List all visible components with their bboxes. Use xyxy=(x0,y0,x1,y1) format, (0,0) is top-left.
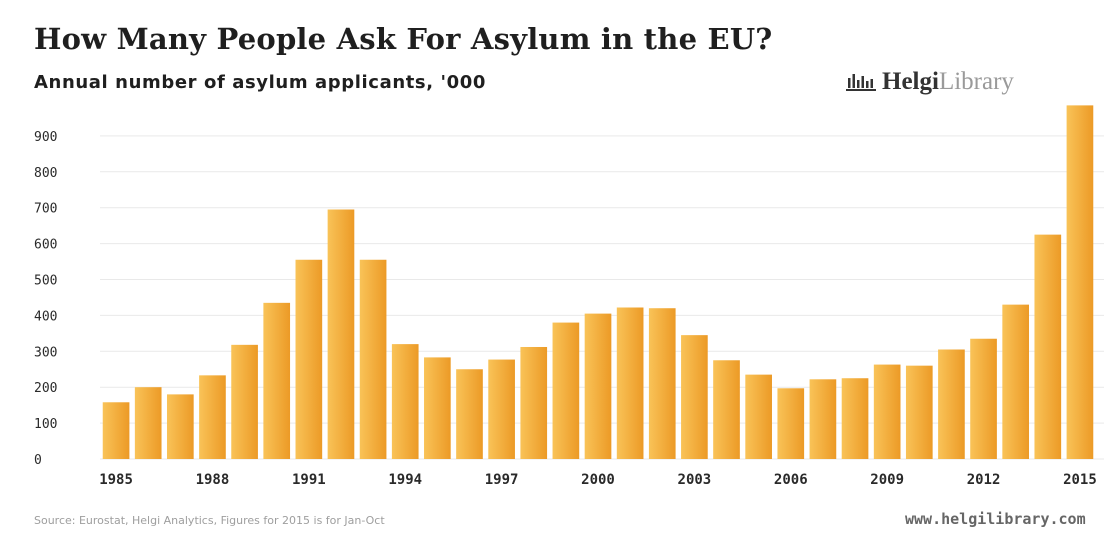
brand-logo: Helgi Library xyxy=(846,66,1014,98)
bar-2004 xyxy=(713,360,740,459)
bar-2005 xyxy=(745,374,772,459)
y-tick-label: 800 xyxy=(34,166,57,181)
brand-name-primary: Helgi xyxy=(882,68,939,95)
x-tick-label: 2015 xyxy=(1063,472,1097,488)
brand-name-secondary: Library xyxy=(938,68,1014,95)
x-tick-label: 1991 xyxy=(292,472,326,488)
bar-2012 xyxy=(970,338,997,459)
bar-2009 xyxy=(873,364,901,459)
bar-1988 xyxy=(199,375,226,459)
bar-2007 xyxy=(809,379,837,459)
source-note: Source: Eurostat, Helgi Analytics, Figur… xyxy=(34,514,385,527)
bar-2000 xyxy=(584,313,612,459)
bar-1995 xyxy=(424,357,451,459)
x-tick-label: 2012 xyxy=(967,472,1001,488)
bar-1996 xyxy=(456,369,483,459)
x-tick-label: 1988 xyxy=(196,472,230,488)
y-tick-label: 700 xyxy=(34,202,57,217)
cropped-caption-strip xyxy=(0,0,1118,22)
x-tick-label: 2009 xyxy=(870,472,904,488)
x-tick-label: 2003 xyxy=(678,472,712,488)
x-tick-label: 2000 xyxy=(581,472,615,488)
bar-2008 xyxy=(841,378,869,459)
x-tick-label: 1994 xyxy=(388,472,422,488)
bar-2011 xyxy=(938,349,965,459)
y-tick-label: 100 xyxy=(34,417,57,432)
bar-2006 xyxy=(777,388,805,459)
y-tick-label: 900 xyxy=(34,130,57,145)
bar-1994 xyxy=(391,344,419,459)
bar-2001 xyxy=(616,307,644,459)
bar-1991 xyxy=(295,259,323,459)
bar-1987 xyxy=(166,394,194,459)
bars xyxy=(102,105,1094,460)
bar-2014 xyxy=(1034,234,1062,460)
bar-2002 xyxy=(648,308,676,459)
x-tick-label: 2006 xyxy=(774,472,808,488)
bar-1993 xyxy=(359,259,387,459)
x-tick-label: 1985 xyxy=(99,472,133,488)
website-link[interactable]: www.helgilibrary.com xyxy=(905,510,1086,528)
chart-title: How Many People Ask For Asylum in the EU… xyxy=(34,22,773,56)
x-tick-label: 1997 xyxy=(485,472,519,488)
bar-1999 xyxy=(552,322,580,459)
bar-2015 xyxy=(1066,105,1094,459)
bar-2010 xyxy=(905,365,933,459)
y-tick-label: 500 xyxy=(34,274,57,289)
y-tick-label: 400 xyxy=(34,309,57,324)
bar-1997 xyxy=(488,359,515,459)
bar-1992 xyxy=(327,209,355,459)
y-tick-label: 200 xyxy=(34,381,57,396)
bar-1989 xyxy=(231,344,258,459)
y-tick-label: 600 xyxy=(34,238,57,253)
y-axis-ticks: 0 100 200 300 400 500 600 700 800 900 xyxy=(34,130,57,468)
bar-2013 xyxy=(1002,304,1030,459)
bar-1986 xyxy=(134,387,162,459)
chart-subtitle: Annual number of asylum applicants, '000 xyxy=(34,72,487,93)
bar-1985 xyxy=(102,402,130,459)
x-axis-ticks: 1985 1988 1991 1994 1997 2000 2003 2006 2009 2012… xyxy=(99,472,1097,488)
bar-1998 xyxy=(520,346,548,459)
library-logo-icon xyxy=(846,74,876,91)
bar-2003 xyxy=(681,335,708,459)
bar-1990 xyxy=(263,302,291,459)
y-tick-label: 0 xyxy=(34,453,42,468)
y-tick-label: 300 xyxy=(34,345,57,360)
